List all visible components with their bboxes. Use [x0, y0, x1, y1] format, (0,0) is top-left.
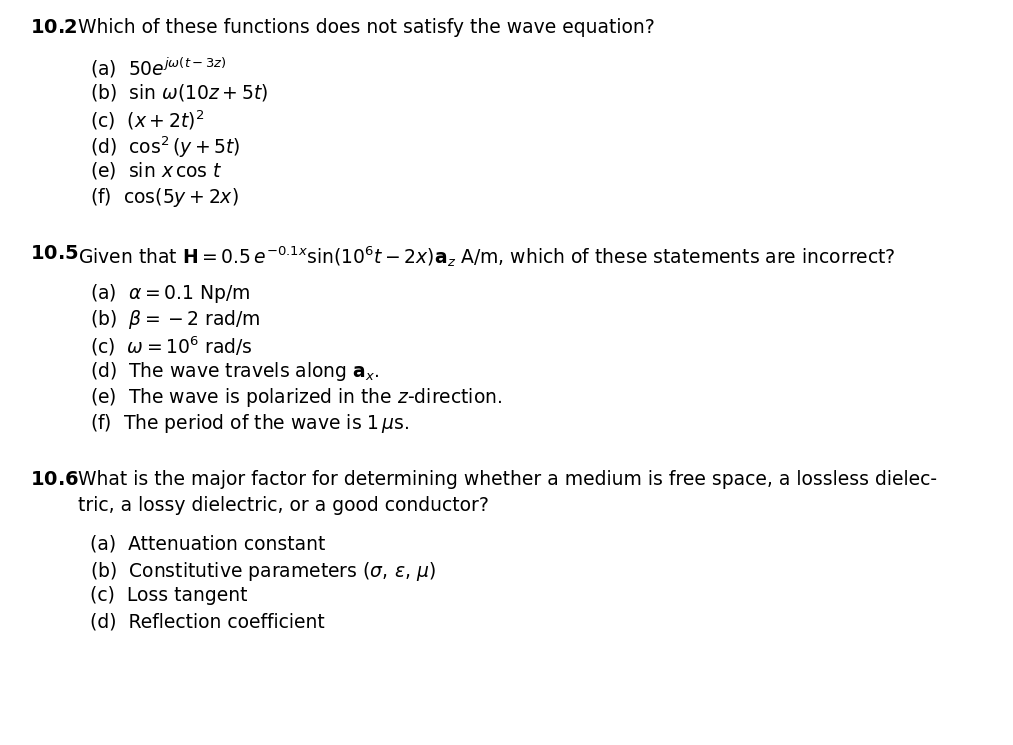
Text: $\mathbf{10.6}$: $\mathbf{10.6}$ [30, 470, 79, 489]
Text: (f)  The period of the wave is $1\,\mu$s.: (f) The period of the wave is $1\,\mu$s. [90, 412, 409, 435]
Text: Which of these functions does not satisfy the wave equation?: Which of these functions does not satisf… [78, 18, 654, 37]
Text: (a)  $50e^{j\omega(t-3z)}$: (a) $50e^{j\omega(t-3z)}$ [90, 56, 227, 80]
Text: (d)  The wave travels along $\mathbf{a}_x$.: (d) The wave travels along $\mathbf{a}_x… [90, 360, 380, 383]
Text: Given that $\mathbf{H} = 0.5\,e^{-0.1x}\sin(10^6t - 2x)\mathbf{a}_z$ A/m, which : Given that $\mathbf{H} = 0.5\,e^{-0.1x}\… [78, 244, 895, 269]
Text: tric, a lossy dielectric, or a good conductor?: tric, a lossy dielectric, or a good cond… [78, 496, 489, 515]
Text: (e)  The wave is polarized in the $z$-direction.: (e) The wave is polarized in the $z$-dir… [90, 386, 502, 409]
Text: (a)  Attenuation constant: (a) Attenuation constant [90, 534, 325, 553]
Text: (c)  $\omega = 10^6$ rad/s: (c) $\omega = 10^6$ rad/s [90, 334, 253, 358]
Text: $\mathbf{10.2}$: $\mathbf{10.2}$ [30, 18, 78, 37]
Text: (b)  $\sin\,\omega(10z + 5t)$: (b) $\sin\,\omega(10z + 5t)$ [90, 82, 268, 103]
Text: (c)  Loss tangent: (c) Loss tangent [90, 586, 247, 605]
Text: What is the major factor for determining whether a medium is free space, a lossl: What is the major factor for determining… [78, 470, 937, 489]
Text: (d)  Reflection coefficient: (d) Reflection coefficient [90, 612, 325, 631]
Text: (a)  $\alpha = 0.1$ Np/m: (a) $\alpha = 0.1$ Np/m [90, 282, 250, 305]
Text: (f)  $\cos(5y + 2x)$: (f) $\cos(5y + 2x)$ [90, 186, 239, 209]
Text: (c)  $(x + 2t)^2$: (c) $(x + 2t)^2$ [90, 108, 205, 132]
Text: (b)  Constitutive parameters $(\sigma,\,\varepsilon,\,\mu)$: (b) Constitutive parameters $(\sigma,\,\… [90, 560, 437, 583]
Text: (b)  $\beta = -2$ rad/m: (b) $\beta = -2$ rad/m [90, 308, 260, 331]
Text: (d)  $\cos^2(y + 5t)$: (d) $\cos^2(y + 5t)$ [90, 134, 240, 159]
Text: $\mathbf{10.5}$: $\mathbf{10.5}$ [30, 244, 79, 263]
Text: (e)  $\sin\,x\,\cos\,t$: (e) $\sin\,x\,\cos\,t$ [90, 160, 223, 181]
